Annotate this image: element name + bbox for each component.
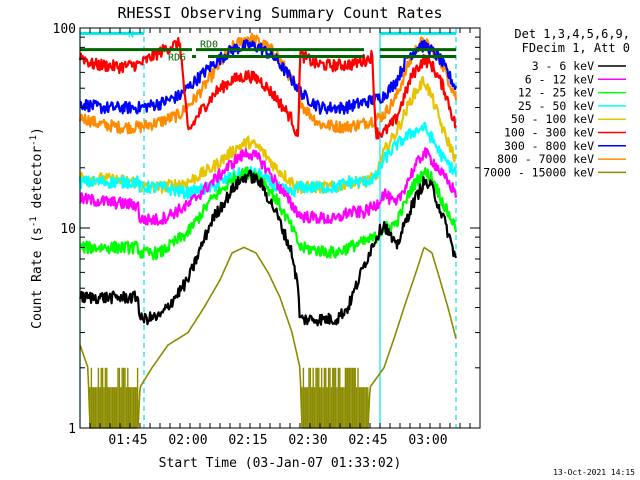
- y-tick-label: 100: [53, 22, 76, 37]
- y-axis-label-main: Count Rate (s: [30, 227, 45, 329]
- series-line-1: [79, 147, 458, 226]
- series-line-8: [79, 246, 457, 429]
- legend: Det 1,3,4,5,6,9, FDecim 1, Att 0 3 - 6 k…: [483, 27, 630, 179]
- legend-entry-label: 6 - 12 keV: [525, 72, 594, 86]
- x-tick-label: 01:45: [108, 433, 147, 448]
- series-line-4: [78, 75, 457, 195]
- y-tick-label: 10: [60, 222, 76, 237]
- series-line-2: [79, 166, 458, 261]
- x-tick-label: 02:00: [168, 433, 207, 448]
- flag-label-rd0: RD0: [200, 40, 218, 51]
- plot-area: N RD0 RD6: [78, 28, 458, 429]
- x-tick-label: 02:30: [288, 433, 327, 448]
- legend-entry-label: 7000 - 15000 keV: [483, 165, 594, 179]
- y-axis-label-mid: detector: [30, 146, 45, 217]
- y-axis-label-sup2: -1: [29, 135, 39, 146]
- legend-entry-label: 12 - 25 keV: [518, 86, 594, 100]
- legend-entry-label: 3 - 6 keV: [532, 59, 594, 73]
- x-tick-label: 02:15: [228, 433, 267, 448]
- y-axis-label-end: ): [30, 127, 45, 135]
- series-line-0: [79, 169, 458, 327]
- legend-header-line-1: Det 1,3,4,5,6,9,: [514, 27, 630, 41]
- flag-label-rd6: RD6: [168, 53, 186, 64]
- legend-header-line-2: FDecim 1, Att 0: [522, 41, 630, 55]
- y-axis-label-sup1: -1: [29, 216, 39, 227]
- legend-entry-label: 800 - 7000 keV: [497, 152, 594, 166]
- legend-entry-label: 50 - 100 keV: [511, 112, 594, 126]
- plot-frame: [79, 27, 481, 429]
- chart-title: RHESSI Observing Summary Count Rates: [117, 4, 442, 22]
- y-tick-label: 1: [68, 422, 76, 437]
- series-line-7: [78, 32, 458, 135]
- x-tick-label: 02:45: [348, 433, 387, 448]
- footer-timestamp: 13-Oct-2021 14:15: [553, 468, 635, 477]
- legend-entry-label: 25 - 50 keV: [518, 99, 594, 113]
- series-line-5: [78, 36, 458, 140]
- axes: 01:45 02:00 02:15 02:30 02:45 03:00 1 10 100: [53, 22, 481, 448]
- y-axis-label: Count Rate (s-1 detector-1): [29, 127, 45, 329]
- x-tick-label: 03:00: [408, 433, 447, 448]
- flag-label-n: N: [128, 29, 134, 40]
- legend-entry-label: 100 - 300 keV: [504, 126, 594, 140]
- series-line-6: [79, 39, 458, 115]
- legend-entry-label: 300 - 800 keV: [504, 139, 594, 153]
- x-axis-label: Start Time (03-Jan-07 01:33:02): [159, 456, 402, 471]
- series-line-3: [78, 121, 458, 200]
